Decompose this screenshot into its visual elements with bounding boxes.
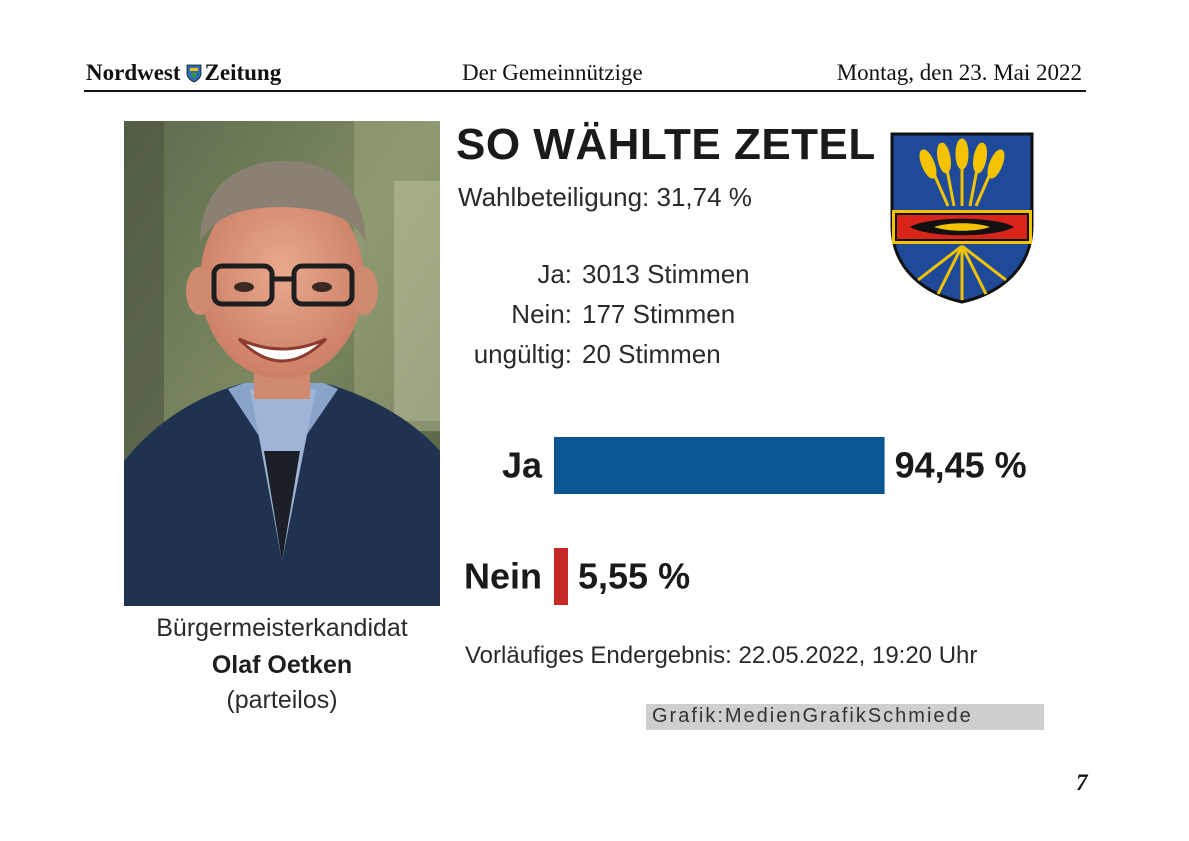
- count-row-no: Nein: 177 Stimmen: [458, 294, 750, 334]
- issue-date: Montag, den 23. Mai 2022: [836, 60, 1082, 85]
- candidate-role: Bürgermeisterkandidat: [156, 614, 408, 642]
- candidate-party: (parteilos): [226, 686, 338, 714]
- count-row-yes: Ja: 3013 Stimmen: [458, 254, 750, 294]
- count-value-invalid: 20 Stimmen: [582, 338, 721, 369]
- page-number: 7: [1076, 770, 1088, 795]
- graphic-credit-text: Grafik:MedienGrafikSchmiede: [652, 705, 973, 727]
- count-label-no: Nein:: [511, 298, 572, 329]
- bar-nein: [554, 548, 568, 605]
- count-value-yes: 3013 Stimmen: [582, 258, 750, 289]
- zetel-coat-of-arms-icon: [890, 132, 1034, 304]
- candidate-name: Olaf Oetken: [211, 651, 353, 679]
- bar-label-nein: Nein: [464, 556, 542, 597]
- brand-word-2: Zeitung: [204, 60, 282, 85]
- bar-label-ja: Ja: [502, 445, 543, 486]
- bar-ja: [554, 437, 885, 494]
- vote-counts: Ja: 3013 Stimmen Nein: 177 Stimmen ungül…: [458, 254, 750, 374]
- count-row-invalid: ungültig: 20 Stimmen: [458, 334, 750, 374]
- section-title: Der Gemeinnützige: [462, 60, 643, 85]
- brand-word-1: Nordwest: [86, 60, 181, 85]
- graphic-credit: Grafik:MedienGrafikSchmiede: [646, 704, 1044, 730]
- count-label-invalid: ungültig:: [473, 338, 572, 369]
- brand-crest-icon: [186, 64, 201, 82]
- page-header: Nordwest Zeitung Der Gemeinnützige Monta…: [84, 58, 1086, 92]
- bar-value-ja: 94,45 %: [895, 445, 1027, 486]
- preliminary-result-note: Vorläufiges Endergebnis: 22.05.2022, 19:…: [465, 642, 978, 669]
- results-bar-chart: Ja 94,45 % Nein 5,55 %: [464, 437, 1027, 605]
- newspaper-brand: Nordwest Zeitung: [86, 60, 281, 86]
- count-value-no: 177 Stimmen: [582, 298, 736, 329]
- count-label-yes: Ja:: [537, 258, 572, 289]
- chart-headline: SO WÄHLTE ZETEL: [456, 120, 876, 169]
- turnout-text: Wahlbeteiligung: 31,74 %: [458, 182, 752, 212]
- candidate-photo: [124, 121, 440, 606]
- bar-value-nein: 5,55 %: [578, 556, 690, 597]
